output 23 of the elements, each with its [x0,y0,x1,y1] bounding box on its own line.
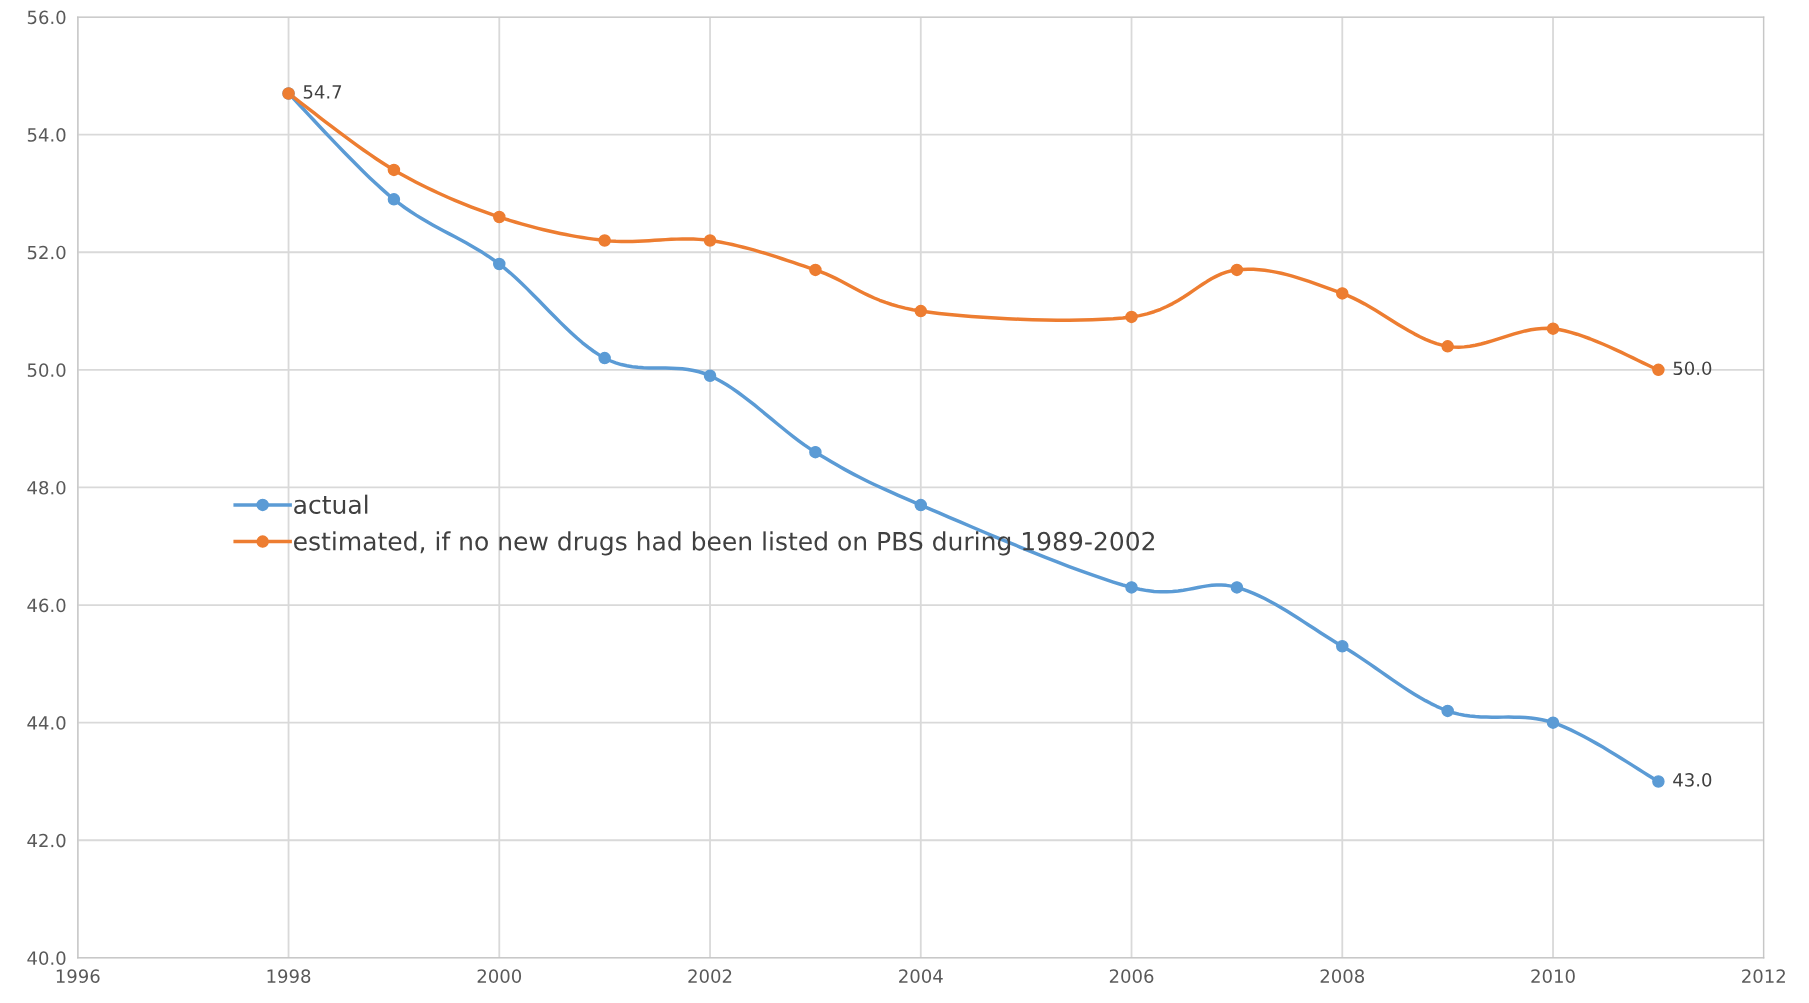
y-tick-label: 50.0 [27,363,66,377]
y-tick-label: 46.0 [27,598,66,613]
data-label: 54.7 [303,85,342,99]
y-tick-label: 44.0 [27,716,66,730]
x-tick-label: 1996 [56,969,100,983]
data-label: 50.0 [1673,361,1712,376]
x-tick-label: 2006 [1109,969,1154,983]
x-tick-label: 2010 [1531,969,1575,983]
y-tick-label: 56.0 [27,10,66,25]
data-label: 43.0 [1673,773,1712,787]
y-tick-label: 40.0 [27,951,66,965]
x-tick-label: 2002 [688,969,732,983]
x-tick-label: 2012 [1742,969,1785,983]
legend-label: actual [294,494,368,514]
legend-label: estimated, if no new drugs had been listed on PBS during 1989-2002 [294,531,1155,556]
x-tick-label: 2008 [1320,969,1365,983]
x-tick-label: 2004 [899,969,943,983]
y-tick-label: 54.0 [27,128,66,142]
x-tick-label: 1998 [267,969,311,983]
y-tick-label: 52.0 [27,245,66,260]
y-tick-label: 42.0 [27,833,66,848]
x-tick-label: 2000 [477,969,522,983]
y-tick-label: 48.0 [27,480,66,495]
